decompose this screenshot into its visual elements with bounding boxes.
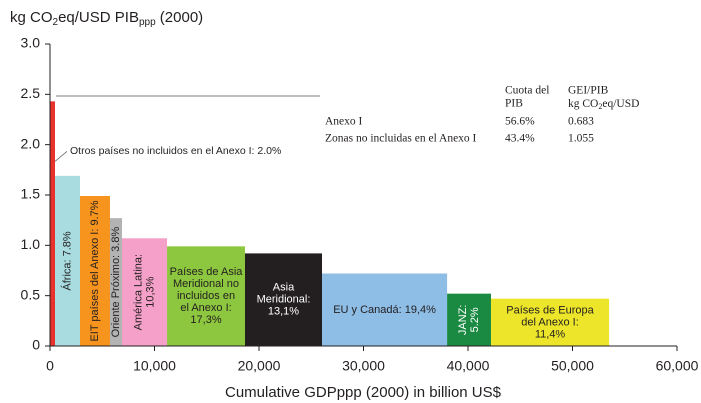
bar-label: América Latina:10,3% [132, 254, 156, 330]
header-sub: 2 [598, 102, 602, 111]
title-sub: 2 [53, 17, 59, 28]
table-header: PIB [505, 98, 523, 110]
table-header: kg CO2eq/USD [568, 98, 639, 111]
table-cell: Zonas no incluidas en el Anexo I [325, 133, 477, 145]
table-cell: 1.055 [568, 133, 594, 145]
bar-label: JANZ:5.2% [457, 305, 481, 336]
bar-label-line: América Latina: [132, 254, 144, 330]
bar-label: EIT países del Anexo I: 9.7% [89, 200, 101, 341]
bar-label: Países de Asia Meridional no incluidos en e… [170, 266, 244, 326]
bar-label-line: 10,3% [144, 276, 156, 307]
bar [167, 246, 245, 346]
y-tick-label: 2.5 [21, 85, 41, 101]
bar [122, 238, 168, 346]
y-tick-label: 1.5 [21, 186, 41, 202]
y-tick-label: 2.0 [21, 135, 41, 151]
bar-label-line: JANZ: [457, 305, 469, 336]
bar-label-line: EIT países del Anexo I: 9.7% [89, 200, 101, 341]
bar-label-line: 5.2% [469, 307, 481, 332]
table-cell: Anexo I [325, 116, 363, 128]
table-cell: 0.683 [568, 116, 594, 128]
bar-label-line: el Anexo I: [180, 302, 231, 314]
x-tick-label: 50,000 [551, 358, 594, 374]
bar-label-line: 17,3% [190, 314, 221, 326]
bar [490, 298, 610, 346]
y-tick-label: 3.0 [21, 35, 41, 51]
title-part: kg CO [10, 9, 53, 26]
bar-label-line: Meridional: [257, 294, 311, 306]
bar-label: Oriente Próximo: 3.8% [110, 227, 122, 338]
table-header: GEI/PIB [568, 85, 609, 97]
x-tick-label: 40,000 [447, 358, 490, 374]
bar-label-line: Asia [273, 282, 295, 294]
bar-label-line: EU y Canadá: 19,4% [333, 304, 436, 316]
leader-line [54, 151, 68, 162]
title-part: eq/USD PIB [58, 9, 139, 26]
title-part: (2000) [156, 9, 204, 26]
table-cell: 56.6% [505, 116, 535, 128]
table-header: Cuota del [505, 85, 549, 97]
bar-label: Países de Europa del Anexo I: 11,4% [506, 304, 594, 340]
header-part: eq/USD [602, 98, 639, 110]
x-tick-label: 30,000 [342, 358, 385, 374]
bar-label-line: África: 7.8% [60, 231, 73, 291]
bar [79, 196, 110, 346]
y-tick-label: 0 [32, 337, 40, 353]
bar [109, 218, 123, 346]
table-cell: 43.4% [505, 133, 535, 145]
bar-label-line: Países de Europa [506, 304, 594, 316]
chart-title: kg CO2eq/USD PIBppp (2000) [10, 9, 203, 28]
x-tick-label: 20,000 [238, 358, 281, 374]
inset-table: Cuota del PIB GEI/PIB kg CO2eq/USD Anexo… [325, 85, 639, 145]
bar-label-line: del Anexo I: [521, 316, 579, 328]
bar-label: África: 7.8% [60, 231, 73, 291]
bar [244, 253, 323, 346]
header-part: kg CO [568, 98, 598, 110]
bar [55, 175, 80, 346]
bar-label-line: 11,4% [535, 328, 566, 340]
bar-label-line: incluidos en [177, 290, 235, 302]
bar [322, 273, 448, 346]
bar-label: Asia Meridional: 13,1% [257, 282, 311, 318]
bar-label-line: Oriente Próximo: 3.8% [110, 227, 122, 338]
x-tick-label: 60,000 [656, 358, 699, 374]
bar [50, 101, 56, 346]
bar [447, 293, 491, 346]
bar-label: Otros países no incluidos en el Anexo I:… [70, 145, 281, 157]
x-tick-label: 0 [46, 358, 54, 374]
y-tick-label: 0.5 [21, 286, 41, 302]
bar-label-line: Países de Asia [170, 266, 244, 278]
x-axis-label: Cumulative GDPppp (2000) in billion US$ [225, 384, 502, 401]
bar-label-line: Meridional no [173, 278, 239, 290]
y-tick-label: 1.0 [21, 236, 41, 252]
bar-label: EU y Canadá: 19,4% [333, 304, 436, 316]
title-sub: ppp [139, 17, 156, 28]
x-tick-label: 10,000 [133, 358, 176, 374]
bar-label-line: 13,1% [268, 306, 299, 318]
